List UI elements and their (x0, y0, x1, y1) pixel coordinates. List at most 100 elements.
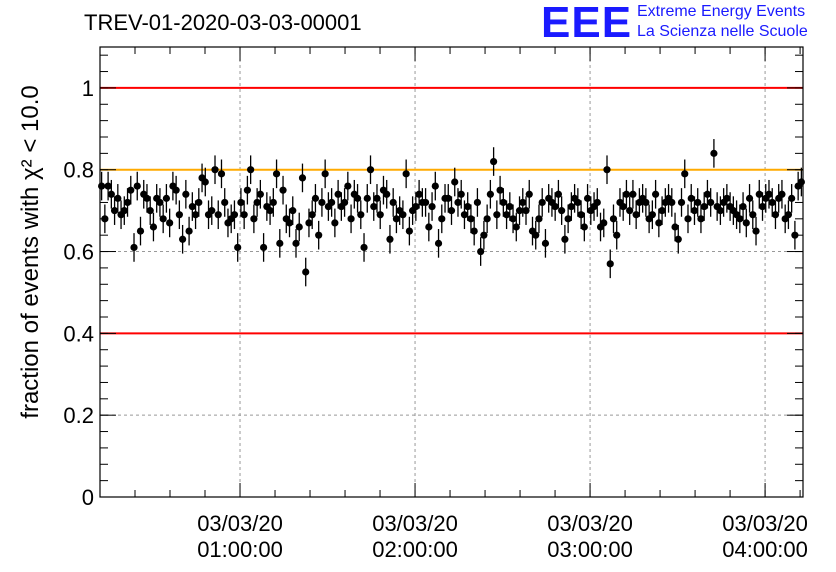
y-tick-label: 0.8 (63, 158, 94, 183)
data-point (247, 166, 255, 174)
data-point (515, 207, 524, 215)
data-point (143, 194, 151, 202)
data-point (512, 223, 520, 231)
data-point (182, 190, 190, 198)
data-point (564, 215, 572, 223)
data-point (357, 211, 365, 219)
data-point (289, 207, 297, 215)
data-point (622, 190, 631, 198)
data-point (146, 207, 154, 215)
y-tick-label: 1 (82, 76, 94, 101)
data-point (149, 223, 158, 231)
data-point (606, 260, 614, 268)
data-point (114, 194, 122, 202)
data-point (483, 215, 491, 223)
data-point (201, 178, 209, 186)
data-points (98, 139, 805, 287)
data-point (292, 239, 300, 247)
data-point (383, 190, 391, 198)
x-tick-label: 01:00:00 (197, 537, 283, 562)
data-point (447, 207, 456, 215)
data-point (318, 198, 326, 207)
y-tick-label: 0.4 (63, 321, 94, 346)
data-point (191, 211, 200, 219)
data-point (363, 194, 371, 202)
data-point (703, 190, 712, 198)
data-point (360, 243, 368, 252)
data-point (237, 198, 245, 207)
data-point (710, 149, 718, 157)
data-point (208, 207, 216, 215)
data-point (684, 215, 692, 223)
data-point (583, 194, 592, 202)
data-point (791, 231, 799, 239)
chart-title: TREV-01-2020-03-03-00001 (84, 10, 362, 35)
x-tick-label: 03/03/20 (372, 511, 458, 536)
data-point (788, 194, 796, 202)
data-point (464, 202, 472, 211)
data-point (328, 198, 336, 207)
data-point (658, 207, 666, 215)
data-point (739, 202, 747, 211)
data-point (243, 186, 252, 194)
y-tick-label: 0.6 (63, 240, 94, 265)
data-point (758, 202, 767, 211)
data-point (642, 198, 650, 207)
data-point (506, 202, 514, 211)
data-point (156, 198, 164, 207)
data-point (315, 231, 323, 239)
data-point (366, 166, 375, 174)
data-point (454, 198, 462, 207)
data-point (460, 211, 469, 219)
logo-line-2: La Scienza nelle Scuole (637, 23, 808, 40)
data-point (697, 215, 705, 223)
data-point (425, 223, 433, 231)
eee-logo: EEE (541, 0, 633, 47)
logo-line-1: Extreme Energy Events (637, 3, 806, 20)
data-point (130, 243, 138, 252)
data-point (603, 166, 611, 174)
data-point (674, 235, 682, 243)
data-point (648, 211, 656, 219)
data-point (276, 239, 284, 247)
data-point (334, 190, 342, 198)
x-tick-label: 03:00:00 (547, 537, 633, 562)
data-point (389, 198, 397, 207)
data-point (778, 190, 786, 198)
plot-frame (99, 46, 804, 498)
data-point (768, 198, 776, 207)
data-point (502, 211, 511, 219)
data-point (444, 194, 452, 202)
data-point (480, 231, 488, 239)
data-point (522, 207, 530, 215)
data-point (551, 202, 559, 211)
data-point (123, 198, 132, 207)
data-point (496, 186, 504, 194)
data-point (298, 174, 307, 182)
data-point (305, 219, 313, 227)
data-point (120, 207, 128, 215)
data-point (574, 198, 582, 207)
data-point (632, 211, 640, 219)
data-point (376, 211, 384, 219)
data-point (347, 215, 355, 223)
data-point (477, 247, 485, 256)
data-point (438, 215, 446, 223)
data-point (742, 219, 750, 227)
x-tick-labels: 03/03/2001:00:0003/03/2002:00:0003/03/20… (197, 511, 808, 562)
data-point (353, 194, 362, 202)
data-point (188, 202, 196, 211)
data-point (519, 198, 527, 207)
data-point (509, 215, 517, 223)
data-point (609, 215, 618, 223)
data-point (561, 235, 569, 243)
data-point (457, 190, 465, 198)
data-point (107, 190, 115, 198)
data-point (221, 198, 229, 207)
data-point (256, 190, 264, 198)
data-point (736, 215, 744, 223)
data-point (260, 243, 268, 252)
data-point (716, 207, 724, 215)
x-tick-label: 02:00:00 (372, 537, 458, 562)
data-point (470, 227, 478, 235)
